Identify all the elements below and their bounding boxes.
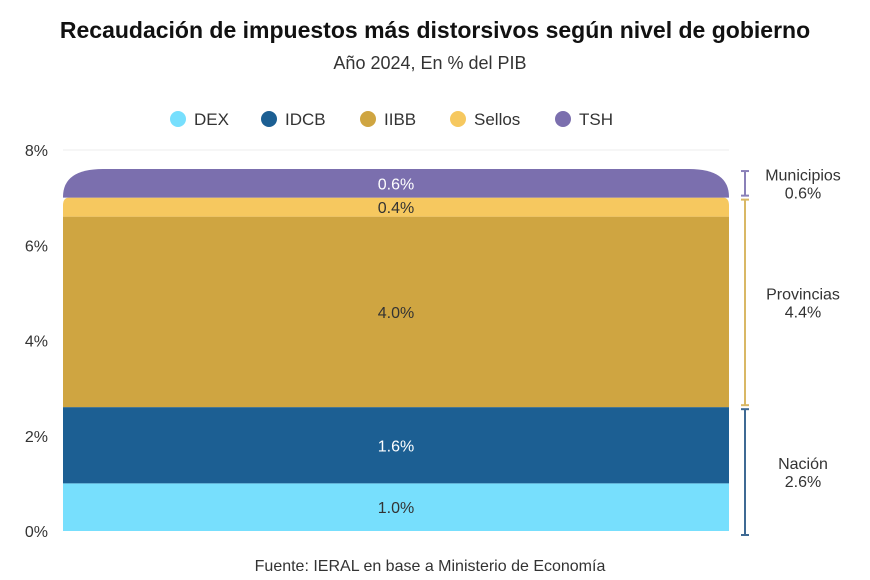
bar-segment-dex [63, 483, 729, 531]
legend: DEX IDCB IIBB Sellos TSH [170, 110, 613, 129]
bar-segments: 1.0% 1.6% 4.0% 0.4% 0.6% [63, 169, 729, 531]
y-tick-label: 0% [25, 524, 48, 541]
data-label-dex: 1.0% [378, 500, 414, 517]
group-value: 2.6% [785, 474, 821, 491]
data-label-iibb: 4.0% [378, 305, 414, 322]
legend-label-dex: DEX [194, 110, 229, 129]
data-label-tsh: 0.6% [378, 176, 414, 193]
group-name: Municipios [765, 167, 841, 184]
source-note: Fuente: IERAL en base a Ministerio de Ec… [255, 558, 606, 575]
y-axis: 0% 2% 4% 6% 8% [25, 143, 729, 541]
y-tick-label: 6% [25, 238, 48, 255]
data-label-idcb: 1.6% [378, 438, 414, 455]
group-name: Provincias [766, 286, 840, 303]
bar-segment-tsh [63, 169, 729, 198]
bar-segment-idcb [63, 407, 729, 484]
y-tick-label: 4% [25, 334, 48, 351]
legend-swatch-dex [170, 111, 186, 127]
data-label-sellos: 0.4% [378, 200, 414, 217]
legend-label-tsh: TSH [579, 110, 613, 129]
chart-title: Recaudación de impuestos más distorsivos… [60, 17, 810, 43]
y-tick-label: 2% [25, 429, 48, 446]
legend-label-sellos: Sellos [474, 110, 520, 129]
bar-segment-sellos [63, 197, 729, 217]
legend-swatch-tsh [555, 111, 571, 127]
legend-swatch-idcb [261, 111, 277, 127]
chart-subtitle: Año 2024, En % del PIB [333, 53, 526, 73]
legend-swatch-iibb [360, 111, 376, 127]
group-value: 0.6% [785, 185, 821, 202]
group-value: 4.4% [785, 304, 821, 321]
y-tick-label: 8% [25, 143, 48, 160]
group-name: Nación [778, 456, 828, 473]
legend-swatch-sellos [450, 111, 466, 127]
bar-segment-iibb [63, 216, 729, 408]
legend-label-iibb: IIBB [384, 110, 416, 129]
legend-label-idcb: IDCB [285, 110, 326, 129]
